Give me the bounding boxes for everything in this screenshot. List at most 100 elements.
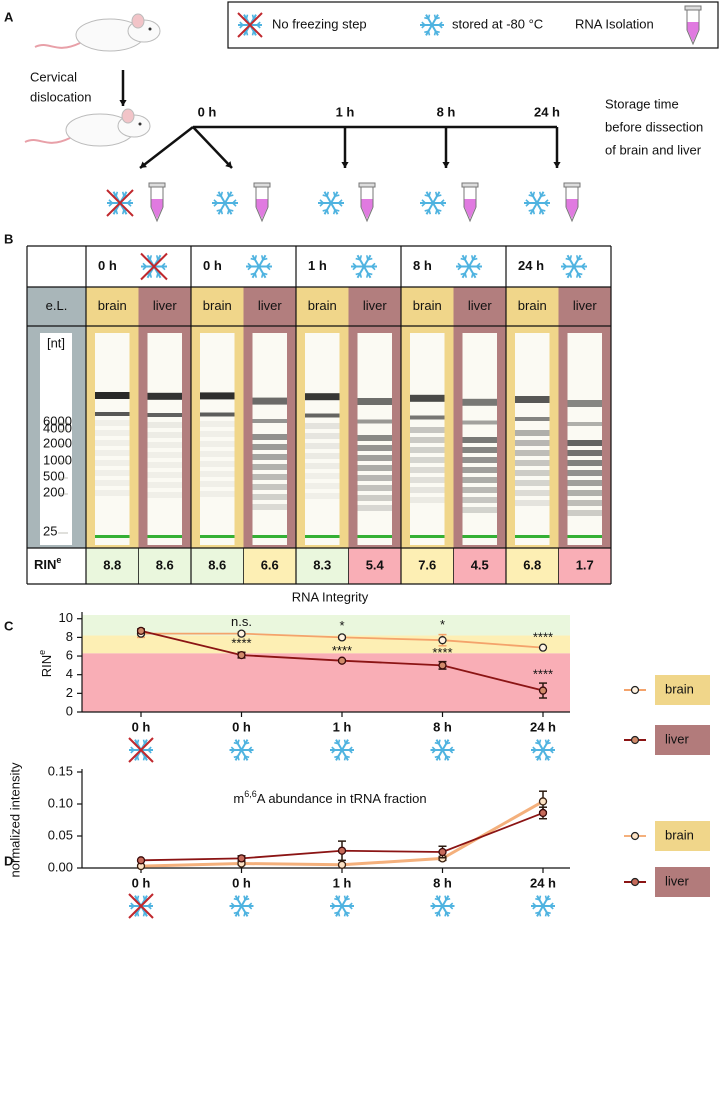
snowflake-branch [352, 262, 357, 268]
snowflake-branch [142, 756, 146, 761]
snowflake-branch [244, 741, 250, 745]
legend-swatch [655, 725, 710, 755]
snowflake-branch [434, 897, 440, 901]
frozen-icon [246, 254, 272, 279]
snowflake-branch [334, 911, 339, 915]
time-label: 0 h [198, 104, 217, 119]
snowflake-branch [233, 741, 239, 745]
snowflake-branch [334, 897, 339, 901]
zone [82, 653, 570, 712]
gel-lane [147, 333, 182, 545]
snowflake-spoke [435, 749, 444, 761]
snowflake-branch [147, 749, 152, 754]
band-28s [147, 392, 182, 400]
snowflake-branch [334, 741, 339, 745]
band-28s [515, 396, 550, 403]
tissue-label: liver [573, 298, 598, 313]
snowflake-spoke [542, 749, 550, 761]
time-label: 8 h [437, 104, 456, 119]
tube-liquid [151, 199, 163, 219]
rin-cell [243, 548, 296, 584]
smear [357, 505, 392, 511]
snowflake-branch [433, 14, 437, 19]
snowflake-spoke [542, 895, 550, 907]
legend-label: brain [665, 681, 694, 696]
frozen-icon [456, 254, 482, 279]
ladder-label: 4000 [43, 420, 72, 435]
snowflake-spoke [441, 895, 450, 907]
snowflake-branch [577, 272, 583, 276]
chart-title: RNA Integrity [292, 589, 369, 604]
snowflake-branch [435, 16, 440, 20]
band-18s [567, 422, 602, 426]
rin-value: 8.3 [313, 557, 331, 572]
snowflake-spoke [435, 739, 444, 751]
snowflake-spoke [234, 905, 243, 917]
snowflake-branch [331, 905, 336, 910]
snowflake-branch [449, 902, 454, 907]
x-tick-label: 8 h [433, 875, 452, 890]
band-18s [95, 412, 130, 416]
smear [462, 477, 497, 483]
snowflake-spoke [431, 14, 439, 26]
snowflake-spoke [432, 191, 441, 204]
marker [136, 856, 146, 865]
smear [515, 440, 550, 446]
time-label: 1 h [336, 104, 355, 119]
smear [462, 507, 497, 513]
arrow-head [225, 161, 232, 168]
legend-marker [630, 735, 640, 745]
tube-icon [461, 182, 479, 223]
marker-band [147, 535, 182, 538]
frozen-icon [561, 254, 587, 279]
panel-label: B [4, 231, 13, 246]
band-18s [147, 413, 182, 417]
snowflake-branch [449, 746, 454, 751]
x-tick-label: 0 h [132, 719, 151, 734]
snowflake-branch [544, 202, 549, 207]
no-freeze-icon [128, 737, 154, 763]
snowflake-branch [538, 912, 542, 917]
smear [410, 437, 445, 443]
snowflake-branch [254, 273, 258, 278]
smear [305, 433, 340, 439]
snowflake-branch [331, 746, 336, 751]
snowflake-branch [147, 902, 152, 907]
snowflake-branch [155, 273, 159, 278]
snowflake-branch [149, 273, 153, 278]
rin-value: 5.4 [366, 557, 385, 572]
snowflake-branch [248, 746, 253, 751]
tube-cap [461, 182, 479, 188]
smear [567, 470, 602, 476]
ladder-strip [40, 333, 72, 545]
snowflake-branch [549, 905, 554, 910]
smear [462, 437, 497, 443]
snowflake-branch [532, 191, 536, 197]
snowflake-branch [444, 895, 447, 900]
title-part: A abundance in tRNA fraction [257, 791, 427, 806]
tube-liquid [464, 199, 476, 219]
smear [515, 450, 550, 456]
cross [128, 737, 154, 763]
smear [147, 472, 182, 478]
snowflake-branch [532, 902, 537, 907]
cross [140, 252, 168, 281]
smear [200, 421, 235, 427]
smear [200, 481, 235, 487]
significance: * [440, 617, 445, 632]
title-sup: 6,6 [244, 789, 257, 799]
snowflake-spoke [432, 202, 441, 215]
snowflake-branch [142, 912, 146, 917]
marker-band [410, 535, 445, 538]
snowflake-spoke [566, 266, 575, 279]
smear [462, 457, 497, 463]
smear [567, 440, 602, 446]
ladder-label: 25 [43, 523, 57, 538]
time-label: 24 h [534, 104, 560, 119]
smear [252, 504, 287, 510]
snowflake-branch [136, 895, 140, 900]
y-tick-label: 10 [59, 610, 73, 625]
snowflake-branch [130, 746, 135, 751]
snowflake-branch [565, 257, 571, 261]
snowflake-branch [233, 755, 239, 759]
